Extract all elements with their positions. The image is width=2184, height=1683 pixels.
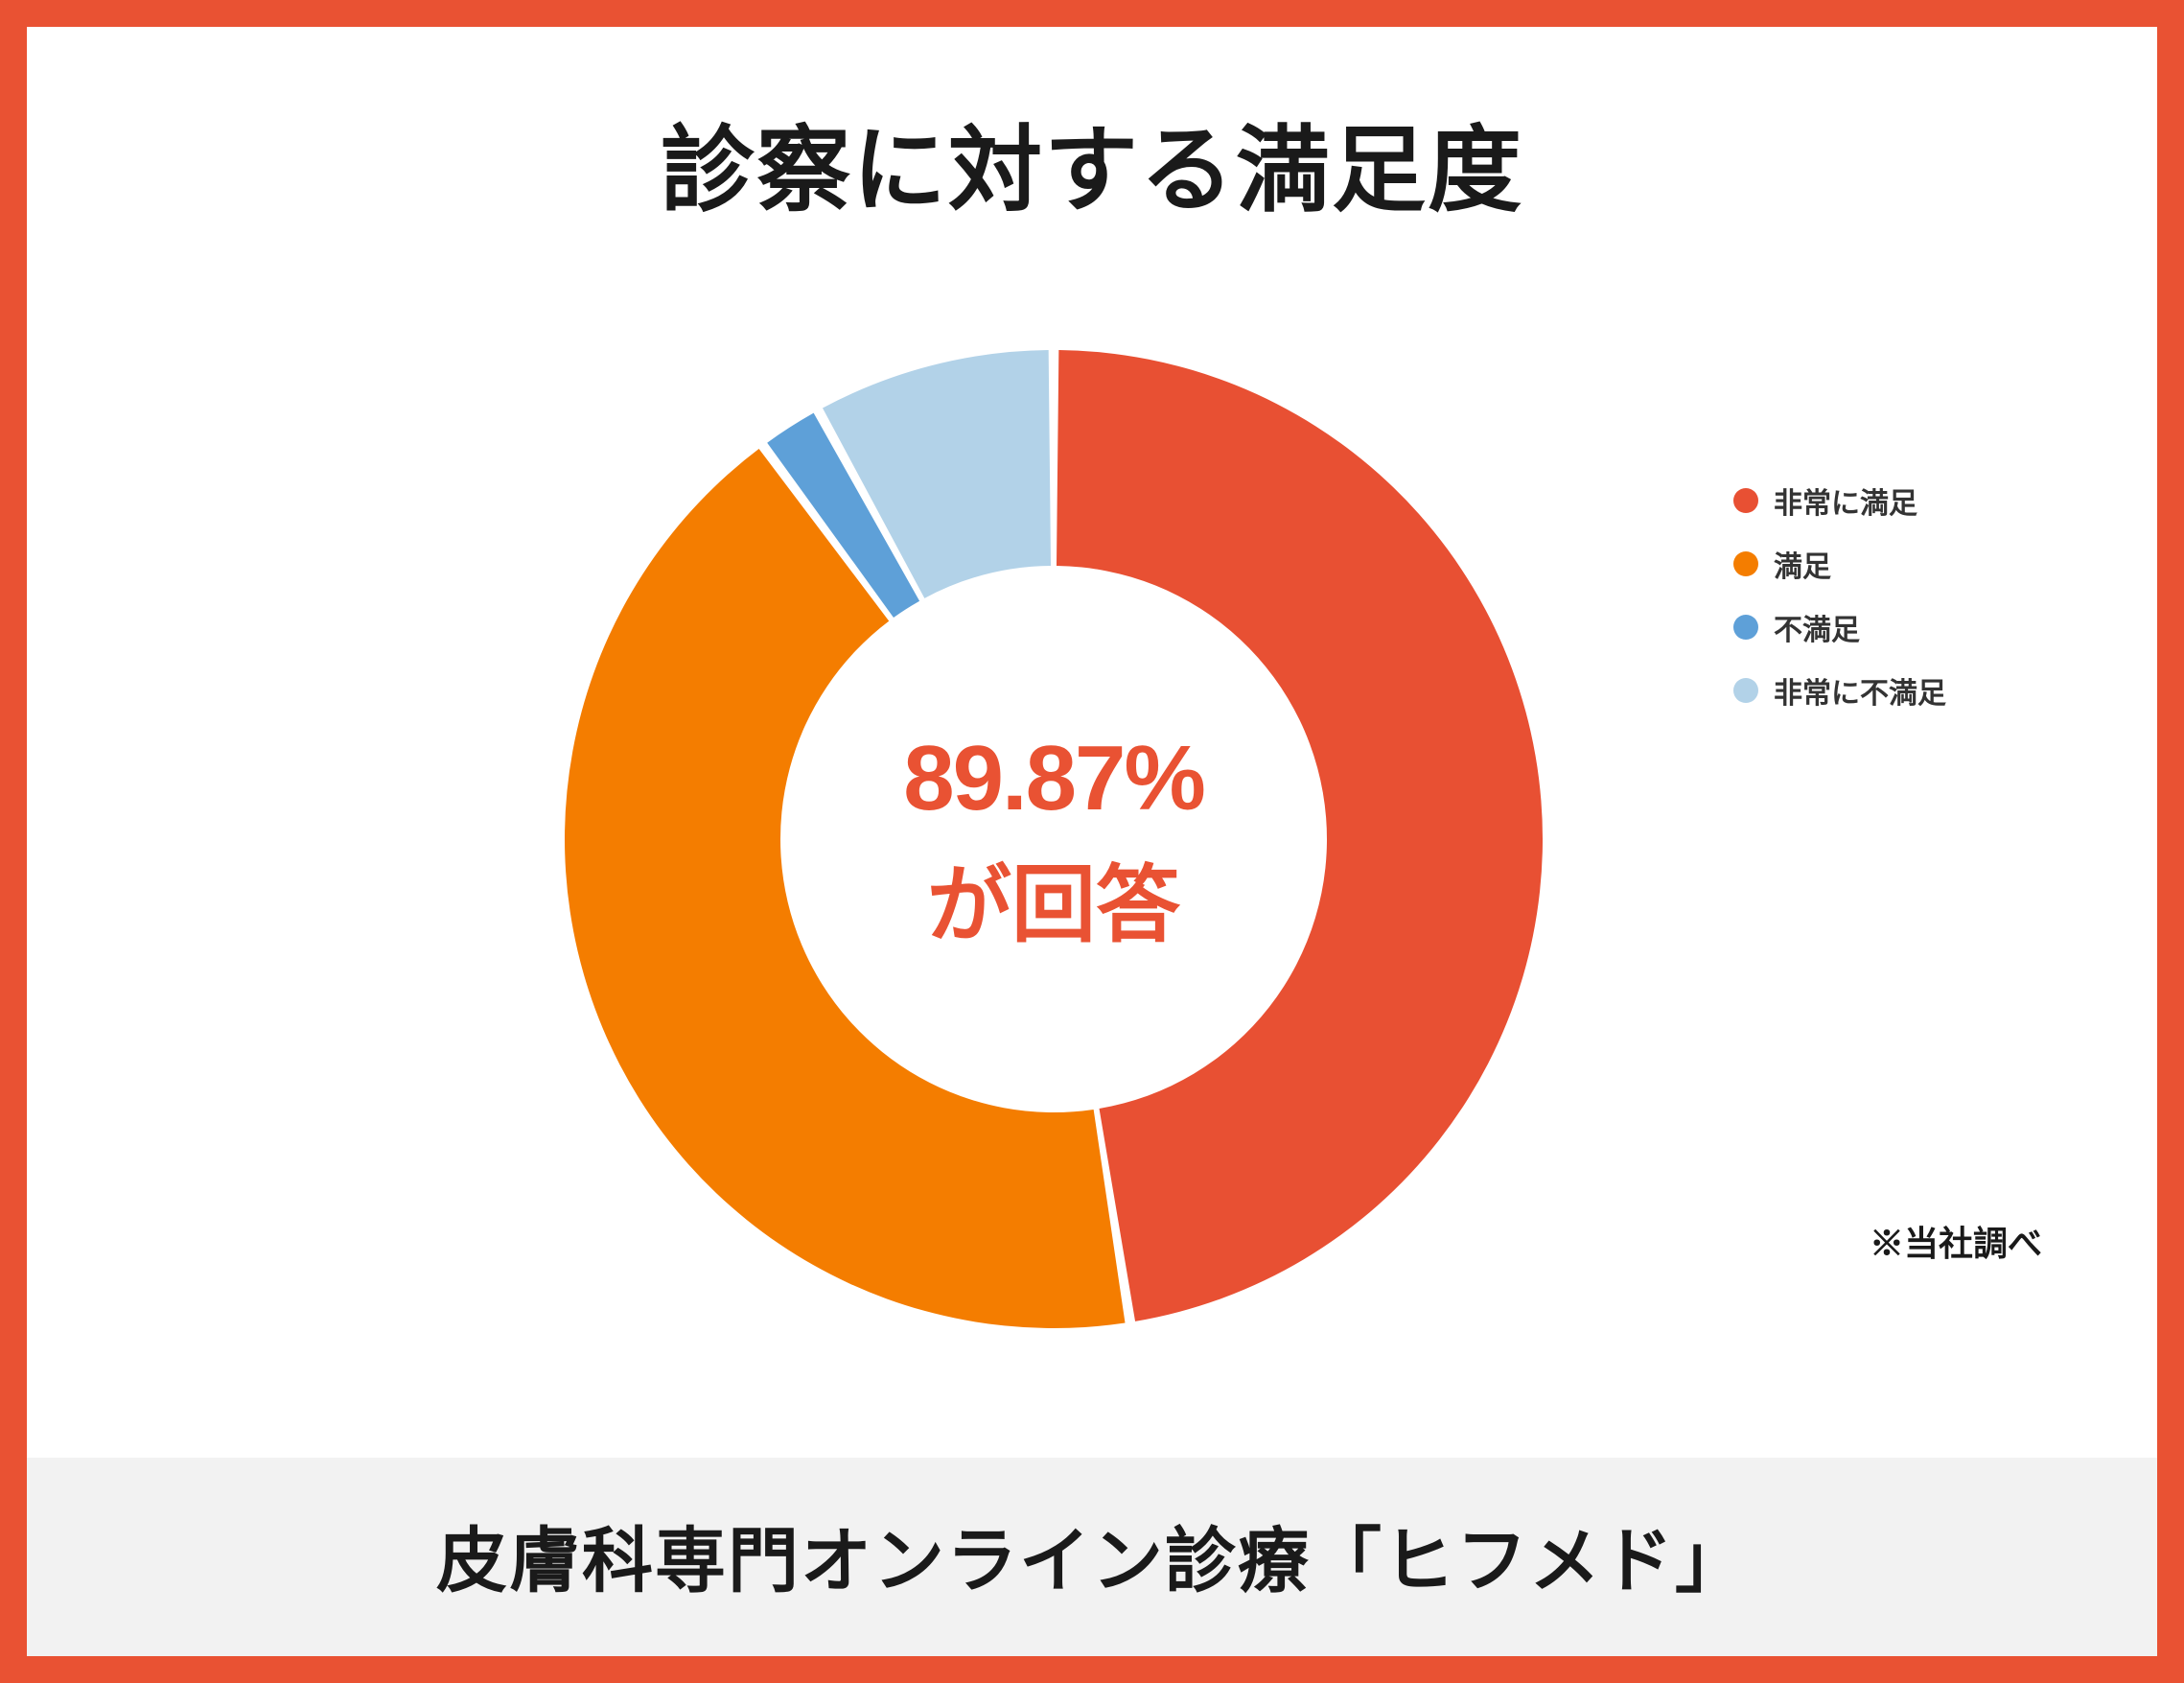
legend-label: 非常に不満足 (1774, 669, 1946, 712)
chart-area: 89.87% が回答 非常に満足満足不満足非常に不満足 ※当社調べ (27, 230, 2157, 1458)
legend: 非常に満足満足不満足非常に不満足 (1733, 479, 1946, 712)
legend-dot-icon (1733, 551, 1758, 576)
center-sub-text: が回答 (903, 848, 1204, 962)
legend-label: 非常に満足 (1774, 479, 1917, 522)
donut-center-label: 89.87% が回答 (903, 716, 1204, 962)
legend-dot-icon (1733, 615, 1758, 640)
legend-label: 不満足 (1774, 606, 1860, 648)
legend-item: 非常に満足 (1733, 479, 1946, 522)
footnote: ※当社調べ (1870, 1216, 2042, 1266)
legend-item: 不満足 (1733, 606, 1946, 648)
inner-content: 診察に対する満足度 89.87% が回答 非常に満足満足不満足非常に不満足 ※当… (27, 27, 2157, 1656)
legend-item: 非常に不満足 (1733, 669, 1946, 712)
chart-title: 診察に対する満足度 (27, 94, 2157, 230)
legend-item: 満足 (1733, 543, 1946, 585)
legend-dot-icon (1733, 678, 1758, 703)
footer-bar: 皮膚科専門オンライン診療「ヒフメド」 (27, 1458, 2157, 1656)
outer-frame: 診察に対する満足度 89.87% が回答 非常に満足満足不満足非常に不満足 ※当… (0, 0, 2184, 1683)
center-percent-text: 89.87% (903, 716, 1204, 841)
legend-label: 満足 (1774, 543, 1831, 585)
legend-dot-icon (1733, 488, 1758, 513)
donut-chart: 89.87% が回答 (565, 350, 1543, 1328)
